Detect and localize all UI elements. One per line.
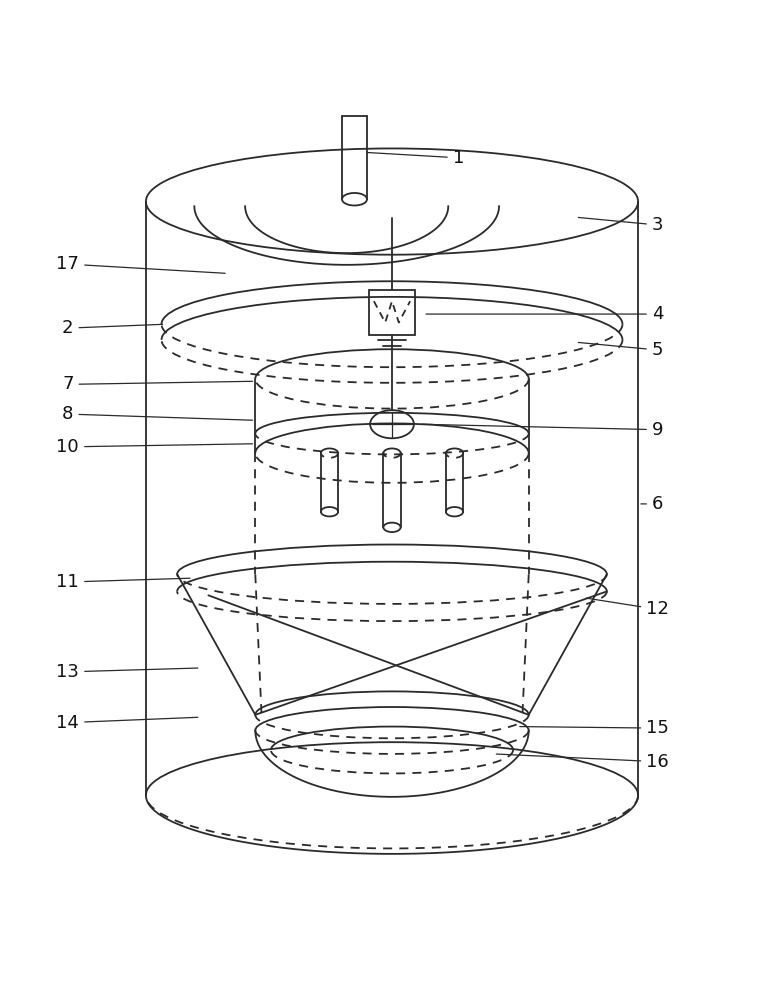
Text: 15: 15 [520,719,669,737]
Text: 16: 16 [496,753,669,771]
Text: 17: 17 [56,255,225,273]
Text: 2: 2 [62,319,162,337]
Text: 1: 1 [368,149,464,167]
Text: 11: 11 [56,573,190,591]
Text: 3: 3 [579,216,663,234]
Bar [369,290,415,335]
Text: 6: 6 [641,495,663,513]
Text: 7: 7 [62,375,252,393]
Text: 8: 8 [62,405,252,423]
Text: 4: 4 [426,305,663,323]
Text: 5: 5 [579,341,663,359]
Text: 9: 9 [422,421,663,439]
Text: 10: 10 [56,438,252,456]
Text: 13: 13 [56,663,198,681]
Text: 12: 12 [586,598,669,618]
Text: 14: 14 [56,714,198,732]
